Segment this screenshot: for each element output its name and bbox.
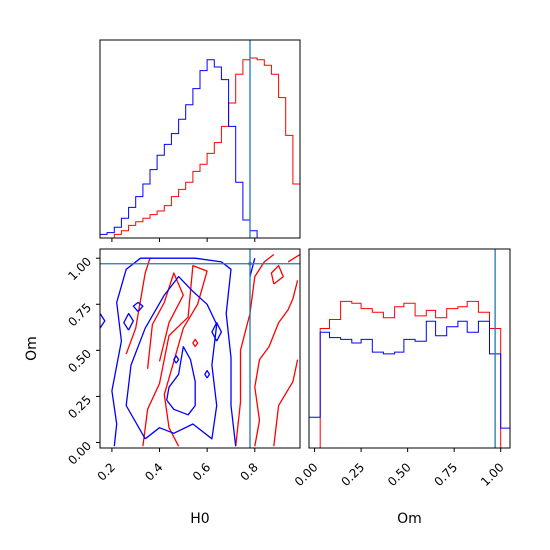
contour-blue-4 — [132, 301, 144, 313]
om-xtick-label-2: 0.50 — [385, 460, 414, 489]
h0-om-contour-panel: 0.2 0.4 0.6 0.8 0.00 0.25 0.50 0.75 1.00 — [65, 248, 301, 484]
contour-frame — [99, 248, 301, 449]
hist-om-red-series — [309, 300, 510, 449]
om-ytick-label-0: 0.00 — [65, 439, 94, 468]
om-ytick-label-3: 0.75 — [65, 300, 94, 329]
hist-om-panel: 0.00 0.25 0.50 0.75 1.00 — [292, 248, 511, 489]
hist-h0-red-series — [100, 57, 301, 239]
om-ytick-label-4: 1.00 — [65, 254, 94, 283]
hist-h0-panel — [99, 39, 301, 242]
x-axis-label-h0: H0 — [190, 511, 209, 527]
om-ytick-label-2: 0.50 — [65, 347, 94, 376]
om-xtick-label-3: 0.75 — [431, 460, 460, 489]
contour-blue-6 — [204, 369, 211, 379]
om-xtick-label-1: 0.25 — [338, 460, 367, 489]
hist-h0-frame — [99, 39, 301, 239]
contour-blue-1 — [125, 275, 218, 440]
om-xtick-label-4: 1.00 — [478, 460, 507, 489]
contour-blue-5 — [173, 355, 180, 364]
om-ytick-label-1: 0.25 — [65, 393, 94, 422]
contour-red-1 — [146, 272, 184, 369]
contour-red-2 — [125, 257, 151, 355]
om-xtick-label-0: 0.00 — [292, 460, 321, 489]
h0-tick-label-3: 0.8 — [237, 460, 260, 483]
contour-blue-2 — [166, 346, 196, 416]
h0-tick-label-0: 0.2 — [95, 460, 118, 483]
contour-blue-9 — [249, 258, 256, 277]
contour-red-7 — [270, 264, 284, 285]
h0-tick-label-1: 0.4 — [142, 460, 165, 483]
contour-layer — [100, 253, 300, 447]
x-axis-label-om: Om — [397, 511, 422, 527]
contour-truth-point — [248, 262, 252, 266]
h0-tick-label-2: 0.6 — [190, 460, 213, 483]
contour-red-0 — [142, 264, 208, 447]
contour-red-3 — [235, 253, 275, 447]
contour-blue-8 — [100, 313, 106, 329]
y-axis-label-om: Om — [24, 336, 40, 361]
contour-red-4 — [254, 280, 299, 447]
contour-red-6 — [287, 253, 300, 263]
contour-blue-0 — [111, 257, 237, 447]
axis-labels: H0 Om Om — [24, 336, 422, 527]
hist-h0-blue-series — [99, 59, 300, 239]
contour-blue-7 — [211, 322, 223, 342]
contour-red-8 — [192, 338, 199, 348]
hist-om-blue-series — [308, 320, 511, 448]
hist-om-frame — [308, 248, 511, 449]
contour-red-5 — [273, 359, 299, 447]
contour-blue-3 — [123, 312, 134, 331]
